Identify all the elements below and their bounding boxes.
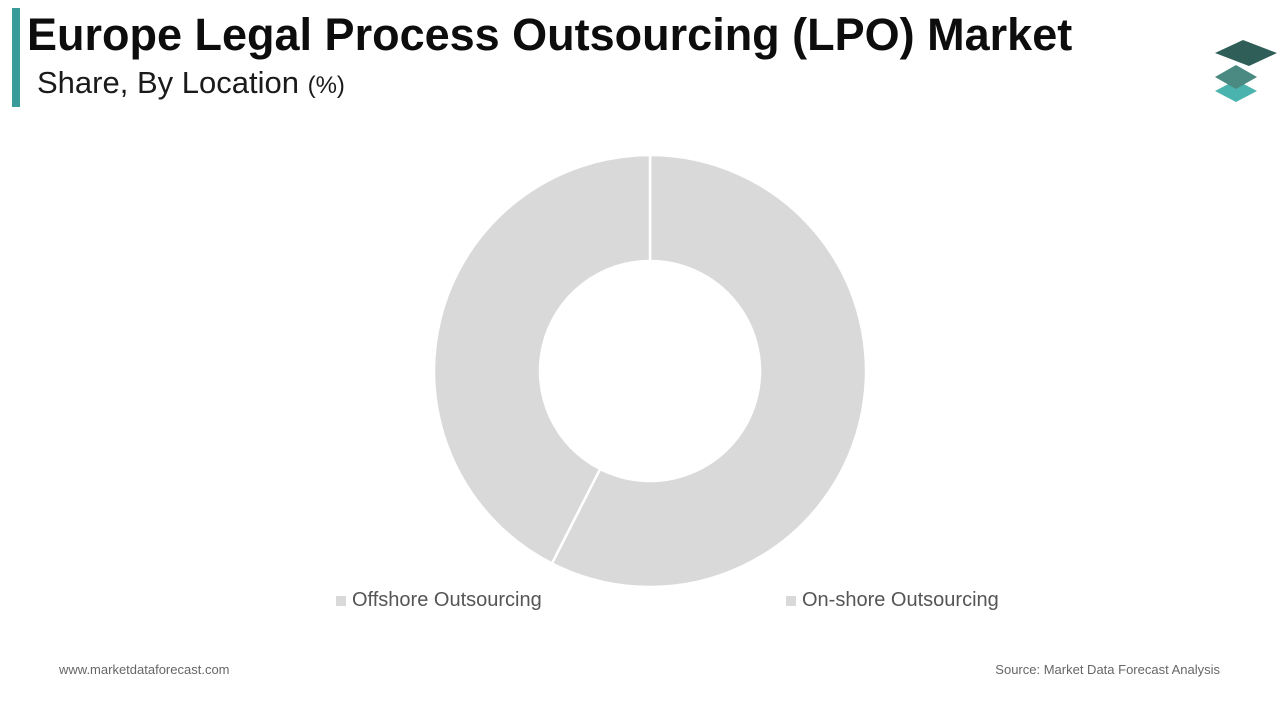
page-subtitle: Share, By Location (%): [37, 64, 345, 105]
logo-layer-middle: [1215, 65, 1257, 89]
logo-layer-top: [1215, 40, 1277, 66]
subtitle-text: Share, By Location: [37, 65, 299, 100]
footer-source: Source: Market Data Forecast Analysis: [995, 662, 1220, 677]
subtitle-unit: (%): [307, 72, 345, 99]
legend-label-offshore: Offshore Outsourcing: [352, 589, 542, 611]
title-accent-bar: [12, 8, 20, 107]
legend-item-offshore: Offshore Outsourcing: [336, 589, 542, 612]
legend-label-onshore: On-shore Outsourcing: [802, 589, 999, 611]
footer-website[interactable]: www.marketdataforecast.com: [59, 662, 230, 677]
logo-layer-bottom: [1215, 80, 1257, 102]
donut-slice-on-shore-outsourcing: [550, 153, 868, 589]
legend-item-onshore: On-shore Outsourcing: [786, 589, 999, 612]
stacked-layers-icon: [1215, 40, 1277, 102]
legend-swatch-onshore: [786, 595, 796, 606]
legend-swatch-offshore: [336, 595, 346, 606]
page-title: Europe Legal Process Outsourcing (LPO) M…: [27, 9, 1073, 60]
donut-slice-offshore-outsourcing: [432, 153, 652, 566]
